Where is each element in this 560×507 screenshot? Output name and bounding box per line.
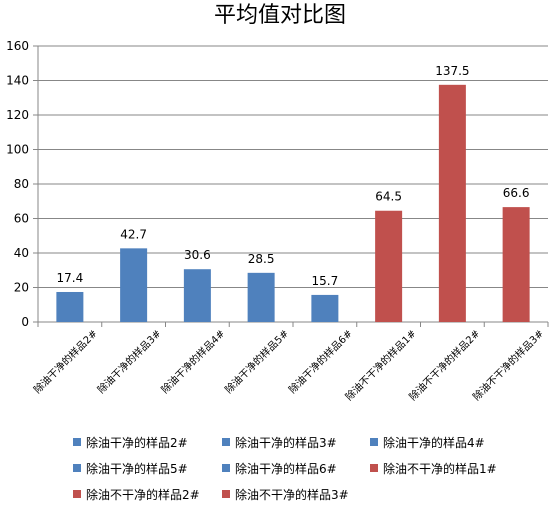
x-tick-label: 除油不干净的样品2# <box>406 327 482 403</box>
legend-label: 除油不干净的样品2# <box>86 487 200 502</box>
legend-swatch <box>222 464 230 472</box>
data-label: 66.6 <box>503 186 530 200</box>
legend-swatch <box>370 464 378 472</box>
legend-swatch <box>73 464 81 472</box>
chart-title: 平均值对比图 <box>214 3 346 28</box>
legend-swatch <box>370 438 378 446</box>
bar <box>311 294 339 322</box>
data-label: 30.6 <box>184 248 211 262</box>
legend-swatch <box>222 438 230 446</box>
data-label: 28.5 <box>248 252 275 266</box>
bar <box>183 269 211 322</box>
legend-swatch <box>73 438 81 446</box>
data-label: 42.7 <box>120 227 147 241</box>
data-label: 17.4 <box>57 271 84 285</box>
legend-swatch <box>73 490 81 498</box>
bar <box>502 207 530 322</box>
y-tick-label: 20 <box>14 281 29 295</box>
y-tick-label: 0 <box>21 315 29 329</box>
x-tick-label: 除油不干净的样品3# <box>470 327 546 403</box>
x-tick-label: 除油干净的样品4# <box>158 327 227 396</box>
data-label: 64.5 <box>375 190 402 204</box>
bar <box>438 84 466 322</box>
legend-label: 除油不干净的样品3# <box>235 487 349 502</box>
y-tick-label: 160 <box>6 39 29 53</box>
y-tick-label: 140 <box>6 74 29 88</box>
bar <box>247 272 275 322</box>
legend-label: 除油干净的样品4# <box>383 435 485 450</box>
x-tick-label: 除油干净的样品3# <box>95 327 164 396</box>
x-tick-label: 除油干净的样品5# <box>222 327 291 396</box>
legend-label: 除油干净的样品2# <box>86 435 188 450</box>
legend-label: 除油干净的样品3# <box>235 435 337 450</box>
bar <box>56 291 84 322</box>
x-tick-label: 除油干净的样品2# <box>31 327 100 396</box>
y-tick-label: 120 <box>6 108 29 122</box>
legend-label: 除油干净的样品5# <box>86 461 188 476</box>
x-tick-label: 除油不干净的样品1# <box>342 327 418 403</box>
y-tick-label: 100 <box>6 143 29 157</box>
y-tick-label: 60 <box>14 212 29 226</box>
data-label: 137.5 <box>435 64 469 78</box>
data-label: 15.7 <box>312 274 339 288</box>
legend-swatch <box>222 490 230 498</box>
bar <box>120 248 148 322</box>
bar <box>375 210 403 322</box>
x-tick-label: 除油干净的样品6# <box>286 327 355 396</box>
legend-label: 除油不干净的样品1# <box>383 461 497 476</box>
legend-label: 除油干净的样品6# <box>235 461 337 476</box>
y-tick-label: 40 <box>14 246 29 260</box>
y-tick-label: 80 <box>14 177 29 191</box>
